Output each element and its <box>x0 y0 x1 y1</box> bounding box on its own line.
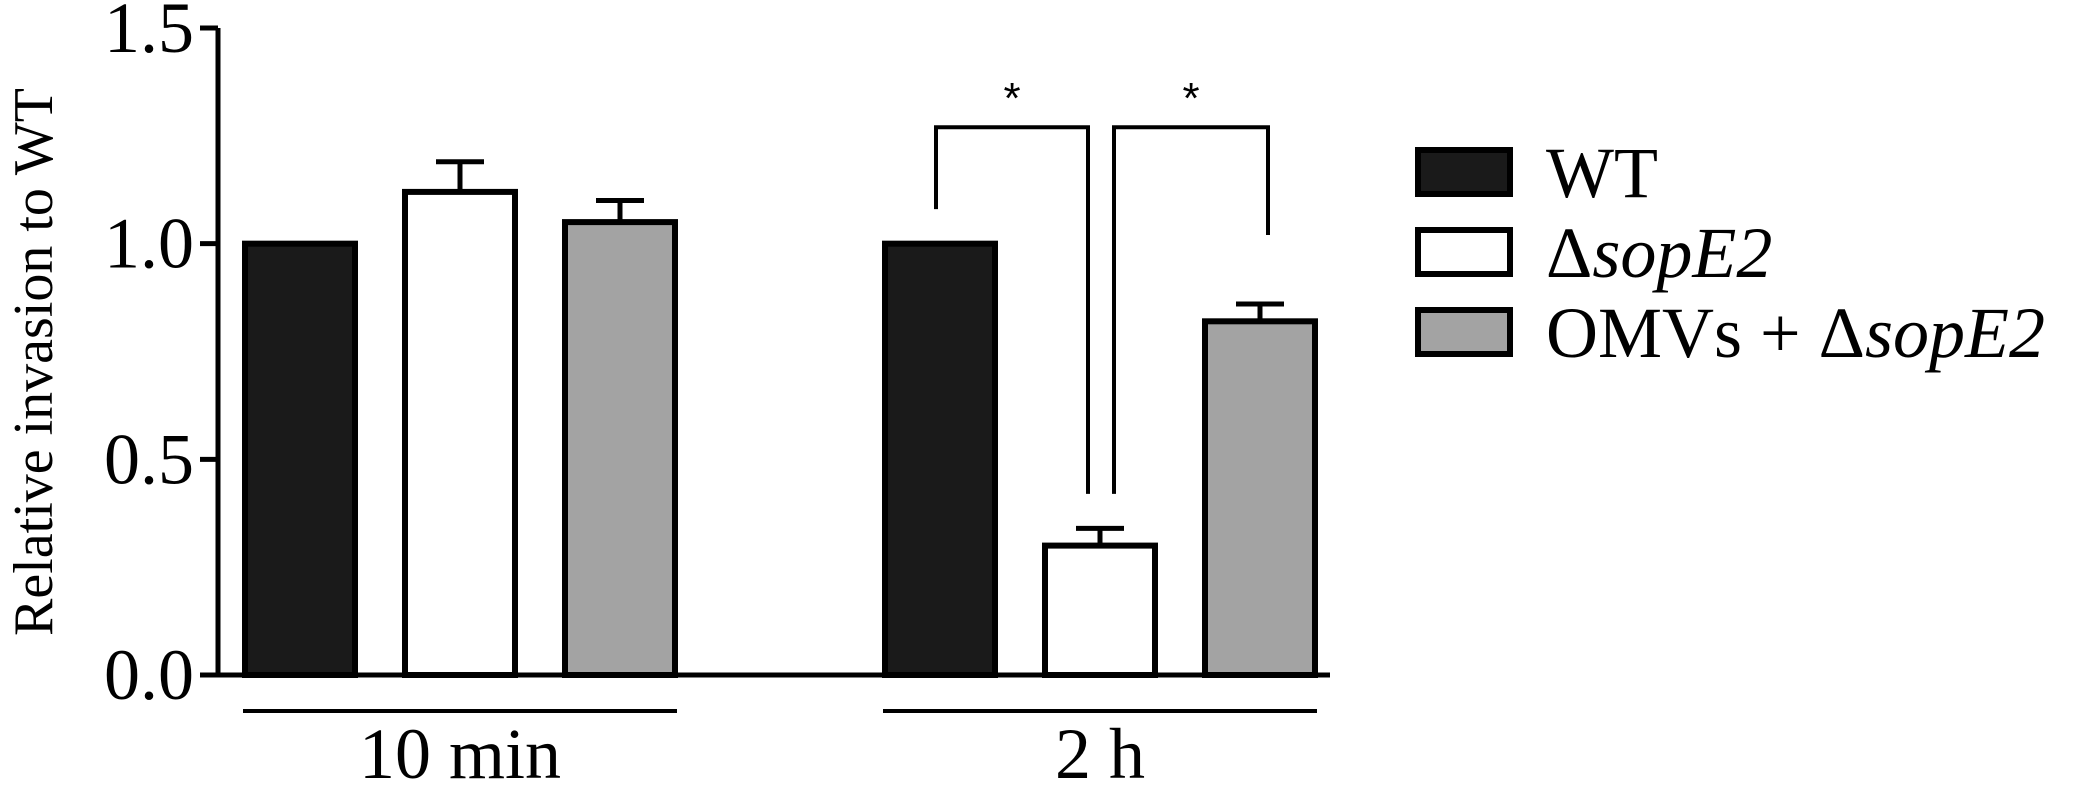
legend-label: WT <box>1546 133 1658 213</box>
legend-swatch <box>1415 227 1513 277</box>
bar <box>402 188 518 678</box>
bar <box>1202 318 1318 678</box>
bar <box>882 240 998 679</box>
legend-label: ΔsopE2 <box>1546 213 1772 293</box>
significance-label: * <box>1182 74 1199 123</box>
legend-swatch <box>1415 147 1513 197</box>
x-group-label: 10 min <box>359 714 561 786</box>
bar <box>1042 542 1158 678</box>
bar <box>562 219 678 678</box>
y-axis-label: Relative invasion to WT <box>3 88 65 636</box>
y-tick-label: 1.5 <box>104 0 194 68</box>
legend-swatch <box>1415 307 1513 357</box>
x-axis-groups: 10 min 2 h <box>243 709 1317 786</box>
significance-annotations: * * <box>934 74 1270 494</box>
y-axis: 0.0 0.5 1.0 1.5 <box>104 0 1330 715</box>
significance-bracket <box>1112 125 1270 494</box>
significance-bracket <box>934 125 1090 494</box>
x-group-label: 2 h <box>1055 714 1145 786</box>
y-tick-label: 0.5 <box>104 419 194 499</box>
y-tick-label: 0.0 <box>104 635 194 715</box>
bar <box>242 240 358 679</box>
bars <box>242 159 1318 679</box>
legend-label: OMVs + ΔsopE2 <box>1546 293 2045 373</box>
y-tick-label: 1.0 <box>104 204 194 284</box>
significance-label: * <box>1003 74 1020 123</box>
